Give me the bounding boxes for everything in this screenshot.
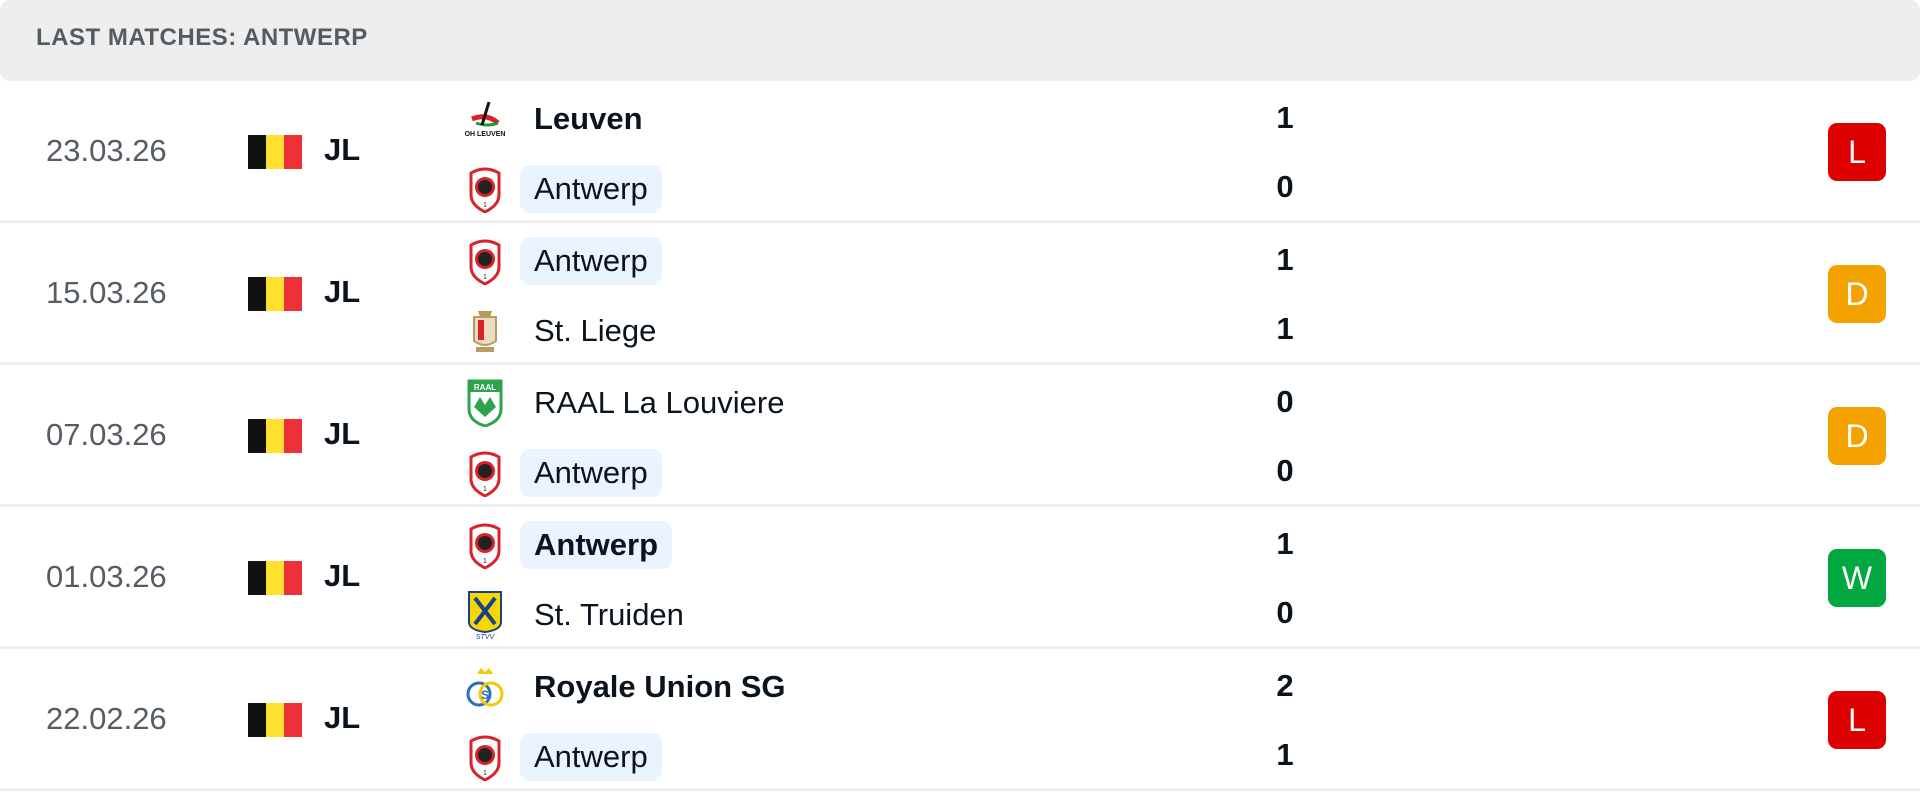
- home-team[interactable]: OH LEUVEN Leuven: [460, 93, 657, 145]
- home-team-name[interactable]: RAAL La Louviere: [534, 385, 785, 420]
- away-team-name[interactable]: Antwerp: [520, 733, 662, 781]
- league-label[interactable]: JL: [324, 558, 361, 593]
- svg-text:STVV: STVV: [476, 634, 496, 640]
- match-date: 23.03.26: [46, 133, 167, 168]
- svg-text:OH LEUVEN: OH LEUVEN: [465, 131, 506, 138]
- belgium-flag-icon: [248, 277, 302, 311]
- union-sg-logo: S: [460, 662, 510, 712]
- match-row[interactable]: 22.02.26 JL S Royale Union SG 1 Antwerp …: [0, 649, 1920, 791]
- league-label[interactable]: JL: [324, 700, 361, 735]
- result-badge: D: [1828, 265, 1886, 323]
- belgium-flag-icon: [248, 419, 302, 453]
- home-score: 1: [1276, 526, 1294, 561]
- match-row[interactable]: 07.03.26 JL RAAL RAAL La Louviere 1 Antw…: [0, 365, 1920, 507]
- away-team[interactable]: STVV St. Truiden: [460, 589, 698, 641]
- league-label[interactable]: JL: [324, 416, 361, 451]
- antwerp-logo: 1: [460, 520, 510, 570]
- home-team-name[interactable]: Royale Union SG: [534, 669, 786, 704]
- home-team[interactable]: 1 Antwerp: [460, 519, 672, 571]
- away-team[interactable]: 1 Antwerp: [460, 163, 662, 215]
- home-score: 2: [1276, 668, 1294, 703]
- antwerp-logo: 1: [460, 164, 510, 214]
- away-score: 0: [1276, 169, 1294, 204]
- home-team[interactable]: 1 Antwerp: [460, 235, 662, 287]
- svg-text:1: 1: [483, 770, 487, 777]
- match-row[interactable]: 23.03.26 JL OH LEUVEN Leuven 1 Antwerp 1…: [0, 81, 1920, 223]
- match-row[interactable]: 15.03.26 JL 1 Antwerp St. Liege 1 1 D: [0, 223, 1920, 365]
- away-score: 1: [1276, 737, 1294, 772]
- away-team[interactable]: St. Liege: [460, 305, 670, 357]
- svg-text:1: 1: [483, 558, 487, 565]
- belgium-flag-icon: [248, 703, 302, 737]
- home-score: 0: [1276, 384, 1294, 419]
- home-score: 1: [1276, 100, 1294, 135]
- away-score: 0: [1276, 453, 1294, 488]
- away-team-name[interactable]: St. Liege: [534, 313, 657, 348]
- section-title: LAST MATCHES: ANTWERP: [36, 24, 368, 51]
- match-date: 22.02.26: [46, 701, 167, 736]
- away-score: 0: [1276, 595, 1294, 630]
- antwerp-logo: 1: [460, 448, 510, 498]
- section-header: LAST MATCHES: ANTWERP: [0, 0, 1920, 81]
- svg-text:RAAL: RAAL: [474, 383, 496, 392]
- belgium-flag-icon: [248, 135, 302, 169]
- match-date: 15.03.26: [46, 275, 167, 310]
- home-team[interactable]: S Royale Union SG: [460, 661, 799, 713]
- match-date: 07.03.26: [46, 417, 167, 452]
- away-team-name[interactable]: Antwerp: [520, 449, 662, 497]
- antwerp-logo: 1: [460, 236, 510, 286]
- belgium-flag-icon: [248, 561, 302, 595]
- away-team-name[interactable]: St. Truiden: [534, 597, 684, 632]
- home-team-name[interactable]: Antwerp: [520, 237, 662, 285]
- match-date: 01.03.26: [46, 559, 167, 594]
- raal-logo: RAAL: [460, 378, 510, 428]
- svg-text:1: 1: [483, 202, 487, 209]
- standard-liege-logo: [460, 306, 510, 356]
- away-team-name[interactable]: Antwerp: [520, 165, 662, 213]
- stvv-logo: STVV: [460, 590, 510, 640]
- antwerp-logo: 1: [460, 732, 510, 782]
- away-team[interactable]: 1 Antwerp: [460, 447, 662, 499]
- away-team[interactable]: 1 Antwerp: [460, 731, 662, 783]
- match-row[interactable]: 01.03.26 JL 1 Antwerp STVV St. Truiden 1…: [0, 507, 1920, 649]
- away-score: 1: [1276, 311, 1294, 346]
- result-badge: D: [1828, 407, 1886, 465]
- home-team[interactable]: RAAL RAAL La Louviere: [460, 377, 798, 429]
- result-badge: L: [1828, 123, 1886, 181]
- svg-text:1: 1: [483, 274, 487, 281]
- svg-text:S: S: [481, 688, 489, 702]
- result-badge: L: [1828, 691, 1886, 749]
- home-team-name[interactable]: Antwerp: [520, 521, 672, 569]
- home-team-name[interactable]: Leuven: [534, 101, 643, 136]
- result-badge: W: [1828, 549, 1886, 607]
- league-label[interactable]: JL: [324, 132, 361, 167]
- league-label[interactable]: JL: [324, 274, 361, 309]
- svg-text:1: 1: [483, 486, 487, 493]
- oh-leuven-logo: OH LEUVEN: [460, 94, 510, 144]
- home-score: 1: [1276, 242, 1294, 277]
